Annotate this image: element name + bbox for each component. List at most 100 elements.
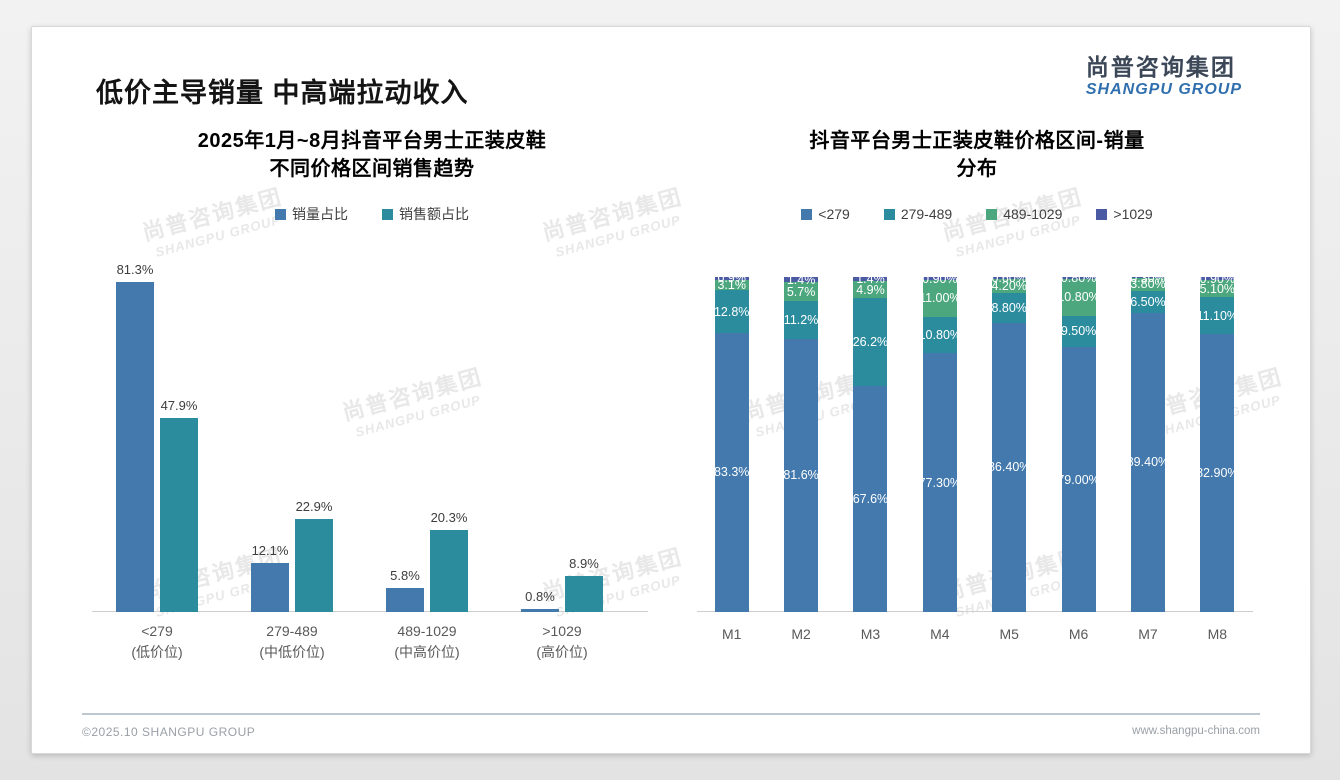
stack-segment-label: 3.80%	[1130, 277, 1166, 292]
legend-series-label: 销售额占比	[399, 206, 469, 222]
legend-series-label: >1029	[1113, 206, 1153, 222]
legend-item: 279-489	[883, 206, 953, 222]
bar-value-label: 8.9%	[569, 555, 599, 571]
stack-segment-279-489	[784, 301, 819, 339]
stack-segment-label: 10.80%	[918, 327, 962, 342]
stack-segment-label: 4.20%	[991, 279, 1027, 294]
stack-segment-label: 11.10%	[1196, 308, 1239, 323]
right-chart-plot: M1 83.3% 12.8% 3.1% 0.9% M2 81.6% 11.2% 5.7% 1.4%…	[697, 247, 1257, 642]
stack-segment-279-489	[714, 290, 749, 333]
footer-divider	[82, 713, 1260, 715]
stack-segment-279-489	[853, 297, 888, 386]
stack-segment-489-1029	[1200, 280, 1235, 298]
legend-swatch	[382, 208, 393, 220]
stack-segment->1029	[922, 277, 957, 281]
bar-销售额占比	[295, 519, 333, 612]
stack-segment-489-1029	[992, 279, 1027, 294]
x-axis-category-label: <279 (低价位)	[131, 623, 183, 660]
x-axis-category-label: >1029 (高价位)	[536, 623, 588, 660]
stack-segment->1029	[1200, 277, 1235, 281]
x-axis-line	[92, 611, 648, 612]
stack-segment->1029	[784, 277, 819, 283]
stack-segment-<279	[784, 338, 819, 612]
legend-swatch	[275, 208, 286, 220]
bar-value-label: 12.1%	[251, 542, 289, 558]
stack-segment-<279	[1061, 347, 1096, 612]
legend-item: <279	[801, 206, 850, 222]
stack-segment-279-489	[1130, 290, 1165, 313]
stack-segment-279-489	[1061, 315, 1096, 348]
stack-segment-279-489	[922, 316, 957, 354]
stack-segment-label: 12.8%	[713, 304, 750, 319]
bar-销售额占比	[565, 575, 603, 612]
stack-segment-<279	[992, 322, 1027, 612]
stack-segment->1029	[1061, 276, 1096, 280]
stack-segment-label: 8.80%	[991, 300, 1027, 315]
left-chart-title: 2025年1月~8月抖音平台男士正装皮鞋 不同价格区间销售趋势	[197, 130, 547, 180]
right-chart-legend: <279 279-489 489-1029 >1029	[697, 205, 1257, 223]
stack-segment->1029	[992, 277, 1027, 280]
stack-segment-489-1029	[1130, 278, 1165, 291]
stack-segment-label: 11.2%	[783, 312, 819, 327]
stack-segment->1029	[853, 276, 888, 282]
page-title: 低价主导销量 中高端拉动收入	[96, 78, 469, 108]
stack-segment-label: 11.00%	[919, 291, 961, 306]
bar-value-label: 0.8%	[525, 588, 555, 604]
legend-swatch	[986, 208, 998, 220]
bar-销量占比	[116, 281, 154, 612]
legend-series-label: 销量占比	[292, 206, 348, 222]
stack-segment-label: 0.80%	[1060, 271, 1097, 286]
bar-value-label: 5.8%	[390, 568, 420, 584]
stack-segment-label: 86.40%	[987, 460, 1031, 475]
stack-segment-<279	[853, 385, 888, 612]
footer-copyright: ©2025.10 SHANGPU GROUP	[82, 725, 256, 739]
stack-segment-label: 5.7%	[786, 284, 816, 299]
company-logo: 尚普咨询集团 SHANGPU GROUP	[1086, 54, 1242, 99]
legend-series-label: 279-489	[900, 206, 953, 222]
stack-segment-label: 5.10%	[1199, 281, 1236, 296]
x-axis-category-label: M4	[930, 625, 950, 642]
stack-segment-489-1029	[714, 279, 749, 291]
stack-segment-489-1029	[784, 282, 819, 302]
stack-segment-279-489	[1200, 297, 1235, 335]
stack-segment-label: 0.60%	[991, 271, 1027, 286]
stack-segment-label: 81.6%	[783, 468, 819, 483]
x-axis-category-label: 489-1029 (中高价位)	[394, 623, 460, 660]
stack-segment-label: 9.50%	[1060, 324, 1097, 339]
legend-series-label: 489-1029	[1003, 206, 1063, 222]
stack-segment->1029	[714, 276, 749, 280]
legend-item: 489-1029	[986, 206, 1062, 222]
stack-segment-label: 0.30%	[1130, 270, 1166, 285]
bar-销售额占比	[430, 529, 468, 612]
bar-销量占比	[521, 608, 559, 612]
bar-value-label: 81.3%	[116, 261, 154, 277]
x-axis-category-label: M2	[791, 625, 811, 642]
left-chart: 2025年1月~8月抖音平台男士正装皮鞋 不同价格区间销售趋势 销量占比 销售额占…	[92, 127, 652, 660]
stack-segment-279-489	[992, 293, 1027, 323]
left-chart-plot: <279 (低价位) 81.3% 47.9% 279-489 (中低价位) 12.1% 2…	[92, 247, 652, 660]
legend-item: >1029	[1096, 206, 1153, 222]
bar-value-label: 47.9%	[160, 397, 198, 413]
stack-segment-label: 0.90%	[1199, 271, 1236, 286]
stack-segment->1029	[1130, 277, 1165, 279]
stack-segment-489-1029	[1061, 279, 1096, 316]
x-axis-line	[697, 611, 1253, 612]
legend-item: 销量占比	[275, 204, 348, 224]
stack-segment-label: 1.4%	[786, 272, 816, 287]
stack-segment-label: 3.1%	[717, 277, 746, 292]
stack-segment-label: 4.9%	[856, 282, 885, 297]
stack-segment-label: 0.90%	[922, 271, 958, 286]
legend-swatch	[883, 208, 895, 220]
footer-website: www.shangpu-china.com	[1132, 725, 1260, 737]
legend-item: 销售额占比	[382, 204, 469, 224]
stack-segment-label: 10.80%	[1057, 290, 1100, 305]
bar-value-label: 22.9%	[295, 499, 333, 515]
x-axis-category-label: M7	[1138, 625, 1158, 642]
x-axis-category-label: M5	[999, 625, 1019, 642]
stack-segment-label: 83.3%	[713, 465, 750, 480]
slide: 尚普咨询集团 SHANGPU GROUP 尚普咨询集团 SHANGPU GROUP 尚普…	[31, 26, 1311, 754]
bar-销量占比	[386, 588, 424, 612]
left-chart-legend: 销量占比 销售额占比	[92, 205, 652, 223]
stack-segment-label: 79.00%	[1057, 472, 1100, 487]
legend-series-label: <279	[818, 206, 850, 222]
